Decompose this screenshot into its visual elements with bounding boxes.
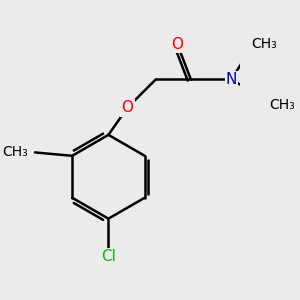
Text: CH₃: CH₃	[269, 98, 295, 112]
Text: N: N	[226, 72, 237, 87]
Text: O: O	[171, 37, 183, 52]
Text: Cl: Cl	[101, 249, 116, 264]
Text: CH₃: CH₃	[252, 37, 278, 51]
Text: CH₃: CH₃	[2, 146, 28, 159]
Text: O: O	[122, 100, 134, 115]
